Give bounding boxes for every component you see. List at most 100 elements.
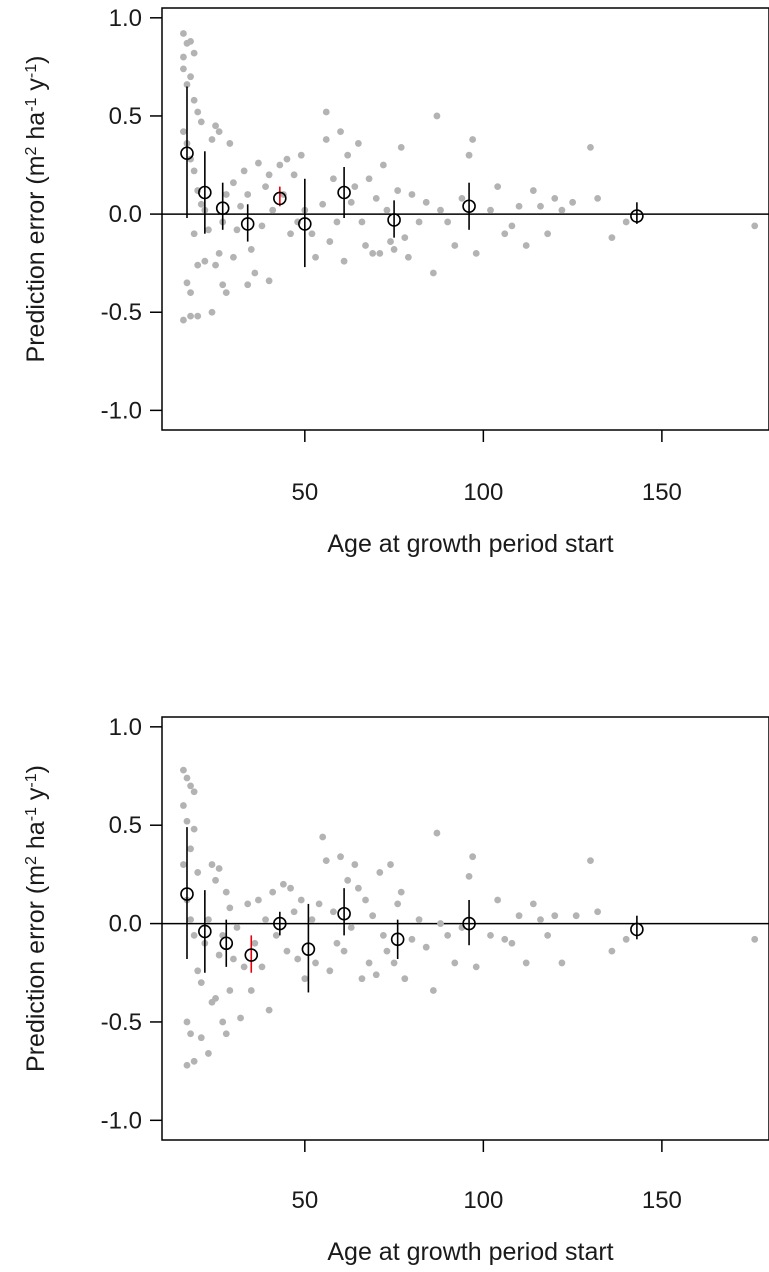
- data-point: [458, 194, 466, 202]
- data-point: [572, 912, 580, 920]
- data-point: [180, 766, 187, 774]
- data-point: [190, 49, 198, 57]
- data-point: [187, 916, 194, 924]
- y-tick-label: 0.5: [109, 103, 142, 130]
- data-point: [333, 939, 341, 947]
- data-point: [308, 230, 316, 238]
- data-point: [422, 198, 430, 206]
- data-point: [369, 249, 377, 257]
- data-point: [183, 774, 191, 782]
- data-point: [265, 171, 273, 179]
- data-point: [394, 900, 402, 908]
- data-point: [183, 1061, 191, 1069]
- data-point: [212, 261, 219, 269]
- y-axis-title-part: 2: [23, 146, 40, 155]
- data-point: [551, 912, 559, 920]
- data-point: [312, 253, 319, 261]
- data-point: [180, 128, 187, 136]
- data-point: [180, 861, 187, 868]
- data-point: [544, 230, 552, 238]
- y-axis-title-part: y: [22, 787, 50, 807]
- data-point: [329, 175, 337, 183]
- data-point: [180, 802, 187, 809]
- data-point: [390, 246, 398, 253]
- data-point: [237, 1014, 244, 1022]
- data-point: [222, 1030, 230, 1038]
- data-point: [226, 140, 234, 147]
- x-axis-title: Age at growth period start: [327, 530, 613, 558]
- data-point: [251, 939, 259, 947]
- data-point: [290, 908, 298, 916]
- data-point: [183, 1018, 191, 1026]
- data-point: [190, 230, 198, 238]
- mean-marker: [301, 942, 316, 956]
- data-point: [180, 316, 187, 324]
- data-point: [340, 257, 348, 265]
- y-axis-title-part: -1: [23, 97, 40, 111]
- data-point: [265, 277, 273, 285]
- data-point: [194, 261, 202, 269]
- mean-marker: [215, 201, 230, 216]
- data-point: [358, 218, 366, 226]
- data-point: [472, 963, 480, 971]
- data-point: [280, 880, 287, 888]
- data-point: [544, 931, 552, 939]
- data-point: [262, 183, 269, 191]
- data-point: [347, 198, 355, 206]
- data-point: [183, 81, 191, 88]
- data-point: [194, 967, 202, 975]
- y-tick-label: 0.0: [109, 201, 142, 228]
- y-axis-title-part: ha: [22, 821, 50, 856]
- data-point: [751, 222, 759, 230]
- data-point: [408, 935, 416, 943]
- mean-marker: [390, 932, 405, 947]
- data-point: [272, 931, 280, 939]
- y-axis-title-part: -1: [23, 64, 40, 78]
- data-point: [608, 947, 616, 955]
- data-point: [190, 1057, 198, 1065]
- data-point: [337, 853, 344, 861]
- data-point: [194, 312, 202, 320]
- data-point: [487, 931, 494, 939]
- y-axis-title-part: -1: [23, 773, 40, 787]
- data-point: [283, 155, 291, 163]
- data-point: [258, 963, 266, 971]
- y-axis-title: Prediction error (m2 ha-1 y-1): [22, 56, 50, 363]
- y-tick-label: 1.0: [109, 714, 142, 741]
- data-point: [387, 238, 394, 245]
- data-point: [197, 1034, 205, 1042]
- data-point: [269, 206, 277, 214]
- data-point: [187, 782, 194, 790]
- data-point: [222, 289, 230, 297]
- y-tick-label: -0.5: [101, 1009, 142, 1036]
- data-point: [340, 947, 348, 955]
- data-point: [276, 161, 284, 169]
- data-point: [265, 1006, 273, 1014]
- mean-marker: [198, 185, 212, 200]
- data-point: [344, 151, 352, 159]
- data-point: [351, 861, 359, 868]
- data-point: [622, 218, 630, 226]
- data-point: [594, 908, 602, 916]
- data-point: [494, 896, 502, 904]
- y-tick-label: 0.5: [109, 812, 142, 839]
- data-point: [258, 222, 266, 230]
- data-point: [397, 888, 405, 896]
- y-tick-label: -0.5: [101, 299, 142, 326]
- data-point: [508, 939, 516, 947]
- data-point: [180, 30, 187, 37]
- data-point: [408, 191, 416, 198]
- chart-panel-1: -1.0 -0.5 0.0 0.5 1.0 50 100 150 Age at growth p…: [22, 5, 769, 558]
- data-point: [433, 112, 441, 120]
- data-point: [208, 308, 216, 316]
- mean-marker: [462, 916, 476, 931]
- data-point: [558, 959, 566, 967]
- data-point: [469, 853, 477, 861]
- data-point: [312, 959, 319, 967]
- data-point: [308, 916, 316, 924]
- data-point: [333, 218, 341, 226]
- data-point: [415, 916, 423, 924]
- data-point: [351, 183, 359, 191]
- data-point: [383, 206, 391, 214]
